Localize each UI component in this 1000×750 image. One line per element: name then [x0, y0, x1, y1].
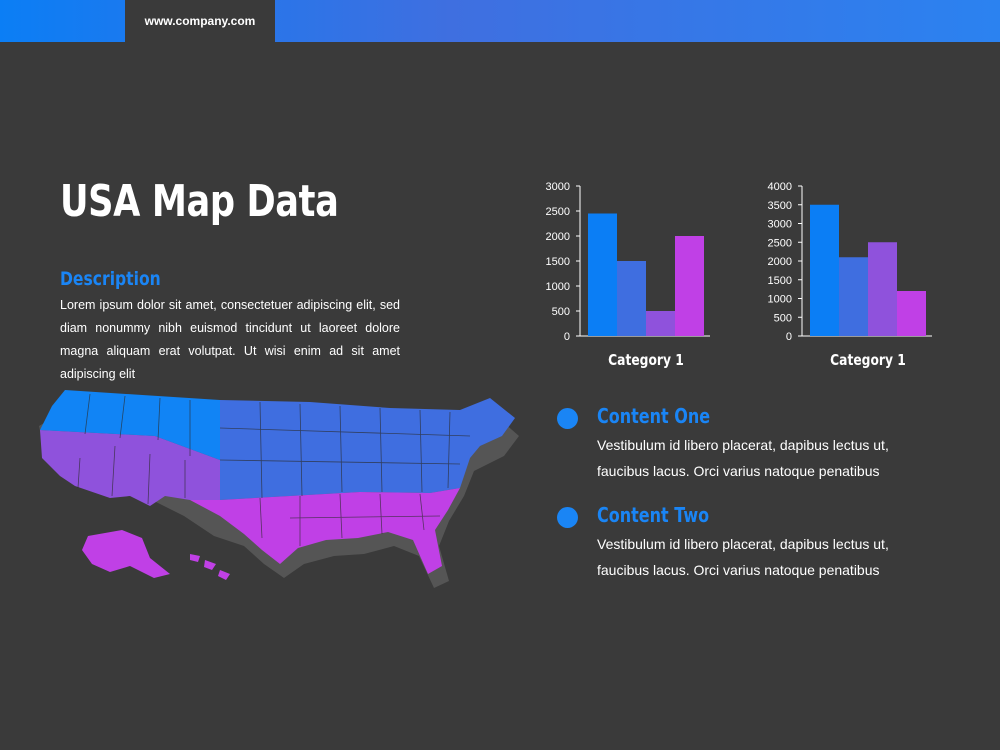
- bar-chart-1-svg: 0 500 1000 1500 2000 2500 3000 Category 1: [546, 181, 710, 369]
- map-region-alaska: [82, 530, 170, 578]
- content-two-title: Content Two: [597, 503, 710, 527]
- chart-2-tick-label: 3000: [768, 219, 792, 231]
- chart-2-category-label: Category 1: [830, 352, 906, 369]
- chart-1-bar-series-4: [675, 236, 704, 336]
- chart-1-bar-series-2: [617, 261, 646, 336]
- description-text: Lorem ipsum dolor sit amet, consectetuer…: [60, 298, 400, 381]
- chart-1-tick-label: 0: [564, 331, 570, 343]
- map-region-hawaii: [190, 554, 230, 580]
- chart-2-bar-series-3: [868, 242, 897, 336]
- chart-2-bar-series-4: [897, 291, 926, 336]
- chart-1-bar-series-1: [588, 213, 617, 336]
- bullet-dot-icon: [557, 408, 578, 429]
- chart-2-tick-label: 2500: [768, 237, 792, 249]
- chart-1-bar-series-3: [646, 311, 675, 336]
- content-one-title: Content One: [597, 404, 711, 428]
- map-region-west: [40, 430, 220, 506]
- map-region-north: [40, 390, 220, 460]
- chart-1-tick-label: 2500: [546, 206, 570, 218]
- page-title: USA Map Data: [60, 176, 339, 227]
- content-one-text: Vestibulum id libero placerat, dapibus l…: [597, 437, 889, 479]
- chart-2-tick-label: 500: [774, 312, 792, 324]
- company-url[interactable]: www.company.com: [125, 0, 275, 42]
- chart-2-tick-label: 1000: [768, 294, 792, 306]
- chart-2-bar-series-1: [810, 204, 839, 336]
- map-region-south: [190, 488, 460, 574]
- chart-1-tick-label: 3000: [546, 181, 570, 193]
- usa-map: [39, 390, 519, 588]
- bar-chart-2-svg: 0 500 1000 1500 2000 2500 3000 3500 4000 Category…: [768, 181, 932, 369]
- chart-1-tick-label: 1000: [546, 281, 570, 293]
- bullet-dot-icon: [557, 507, 578, 528]
- chart-2-tick-label: 0: [786, 331, 792, 343]
- chart-1-tick-label: 500: [552, 306, 570, 318]
- state-borders: [77, 393, 471, 546]
- chart-2-tick-label: 4000: [768, 181, 792, 193]
- chart-1-tick-label: 2000: [546, 231, 570, 243]
- chart-1-tick-label: 1500: [546, 256, 570, 268]
- bar-chart-1: 0 500 1000 1500 2000 2500 3000 Category 1: [520, 176, 720, 376]
- bar-chart-2: 0 500 1000 1500 2000 2500 3000 3500 4000 Category…: [742, 176, 942, 376]
- chart-2-tick-label: 2000: [768, 256, 792, 268]
- chart-2-tick-label: 3500: [768, 200, 792, 212]
- map-region-central: [220, 398, 515, 500]
- chart-2-tick-label: 1500: [768, 275, 792, 287]
- chart-2-bar-series-2: [839, 257, 868, 336]
- description-heading: Description: [60, 268, 161, 290]
- chart-1-category-label: Category 1: [608, 352, 684, 369]
- content-two-text: Vestibulum id libero placerat, dapibus l…: [597, 536, 889, 578]
